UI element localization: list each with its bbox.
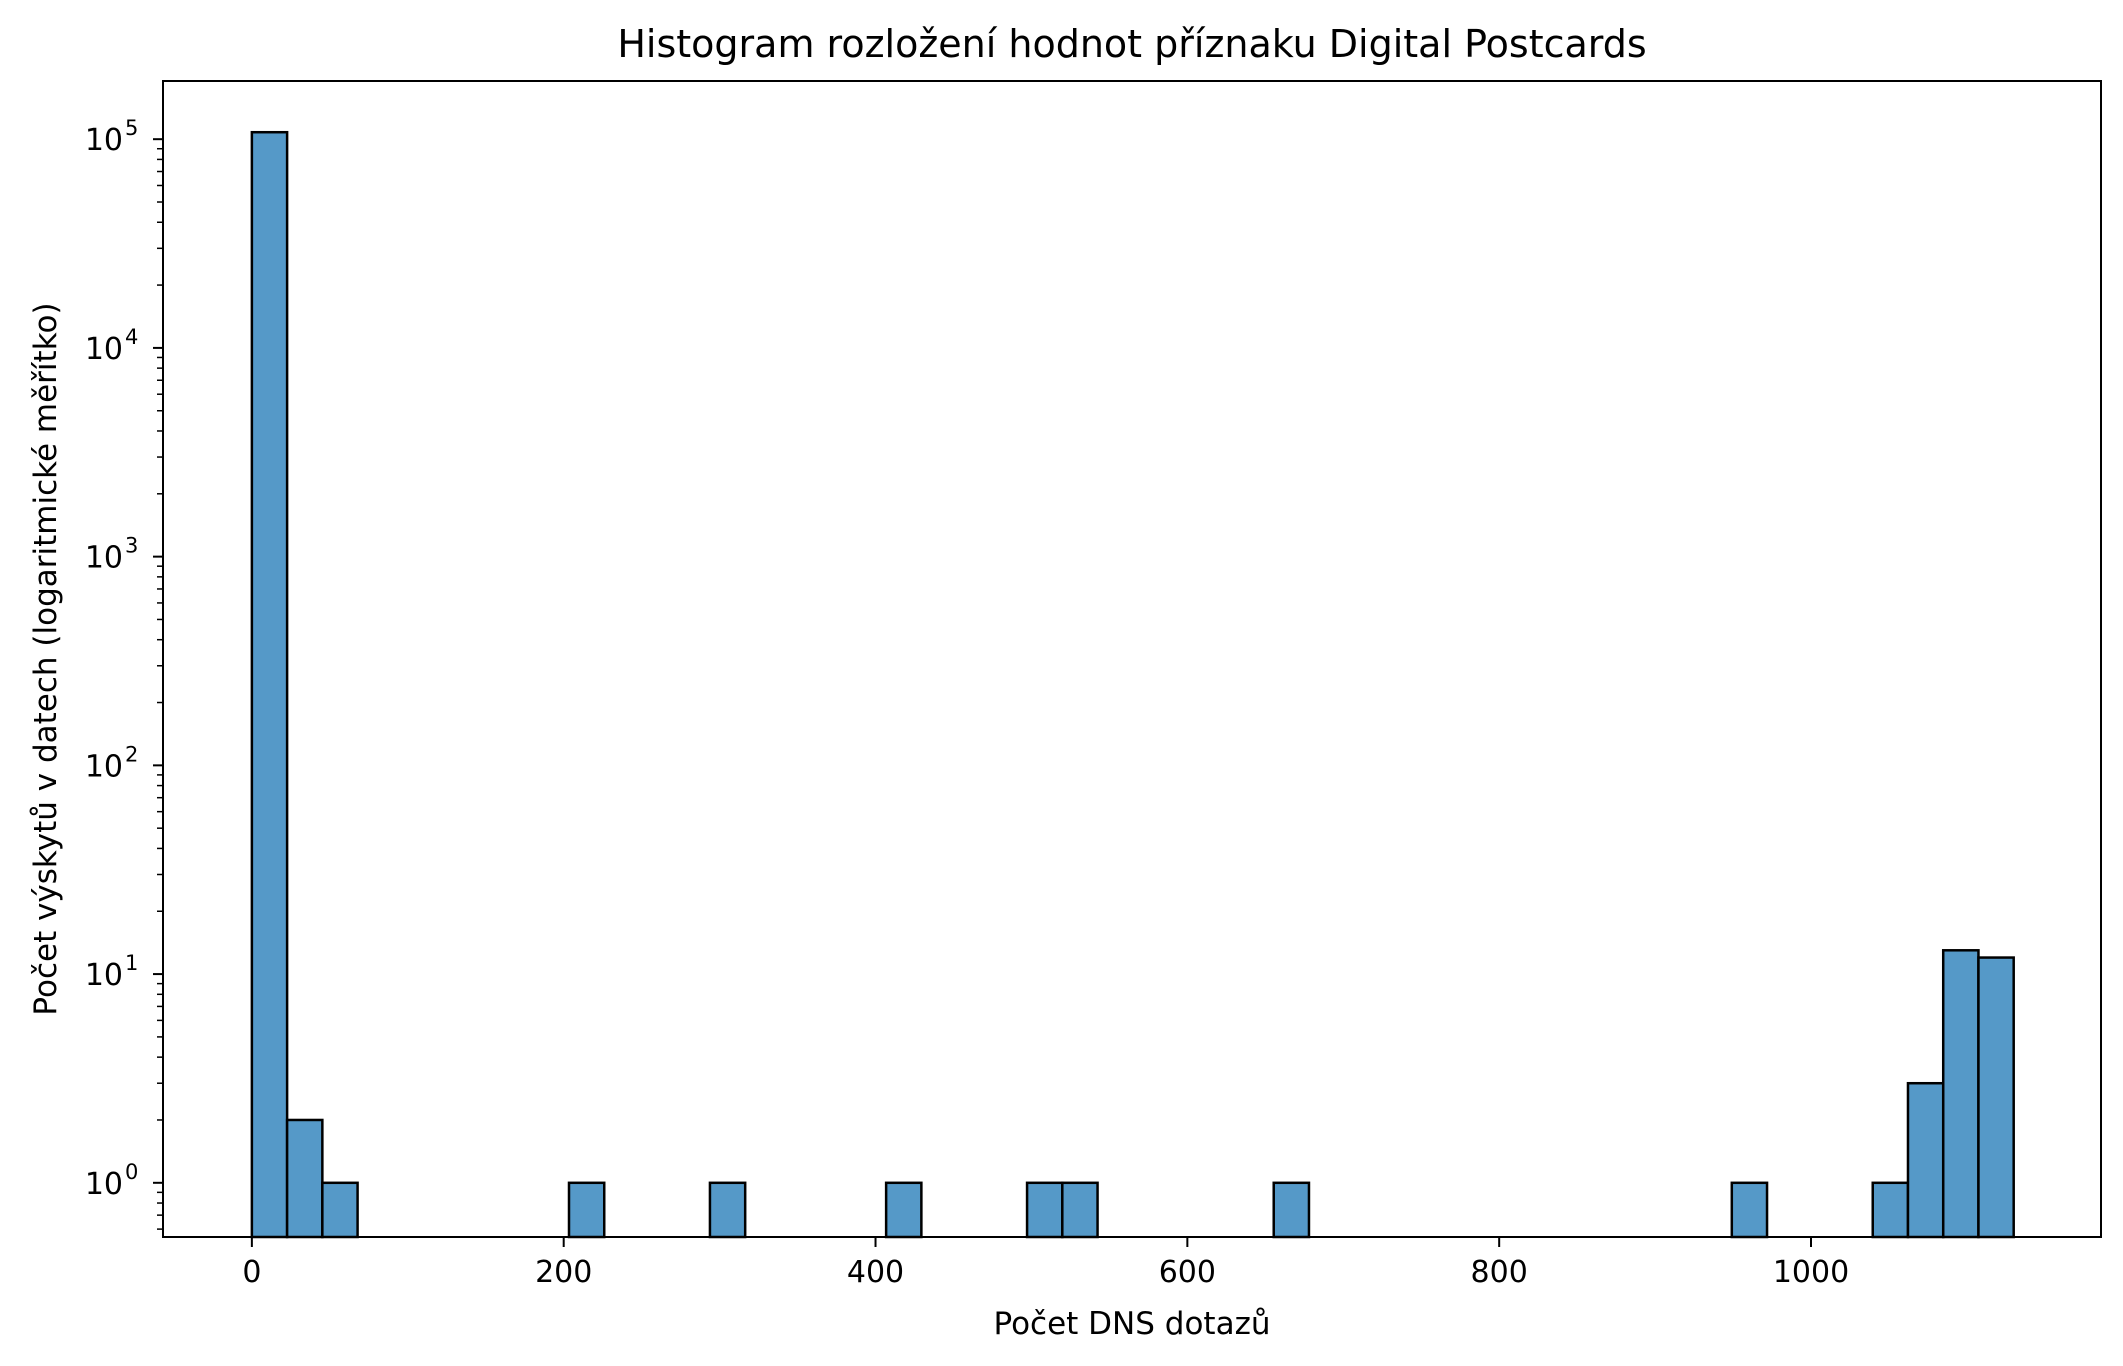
histogram-bars: [250, 130, 2015, 1239]
chart-title: Histogram rozložení hodnot příznaku Digi…: [617, 22, 1646, 66]
histogram-bar: [1941, 949, 1980, 1239]
x-tick-label: 1000: [1773, 1255, 1849, 1290]
x-tick-label: 600: [1159, 1255, 1216, 1290]
histogram-bar: [1061, 1181, 1099, 1239]
y-tick-label: 10: [85, 1167, 123, 1202]
histogram-bar: [1730, 1181, 1769, 1239]
histogram-bar: [321, 1181, 359, 1239]
x-tick-label: 400: [847, 1255, 904, 1290]
x-tick-label: 0: [242, 1255, 261, 1290]
histogram-bar: [567, 1181, 606, 1239]
y-tick-exponent: 0: [125, 1160, 138, 1184]
y-tick-exponent: 2: [125, 742, 138, 766]
y-tick-exponent: 1: [125, 951, 138, 975]
y-axis-label: Počet výskytů v datech (logaritmické měř…: [28, 302, 64, 1015]
y-tick-label: 10: [85, 749, 123, 784]
y-tick-label: 10: [85, 332, 123, 367]
y-tick-label: 10: [85, 123, 123, 158]
y-tick-exponent: 4: [125, 325, 138, 349]
histogram-bar: [708, 1181, 747, 1239]
histogram-bar: [250, 130, 289, 1239]
histogram-bar: [285, 1118, 324, 1239]
x-tick-label: 800: [1471, 1255, 1528, 1290]
histogram-bar: [884, 1181, 923, 1239]
y-tick-label: 10: [85, 958, 123, 993]
y-tick-label: 10: [85, 541, 123, 576]
plot-frame: [162, 80, 2102, 1238]
histogram-bar: [1871, 1181, 1910, 1239]
histogram-bar: [1272, 1181, 1311, 1239]
x-axis: 0 200 400 600 800 1000: [242, 1237, 1849, 1290]
histogram-bar: [1025, 1181, 1064, 1239]
y-tick-exponent: 5: [125, 116, 138, 140]
y-tick-exponent: 3: [125, 534, 138, 558]
histogram-bar: [1977, 956, 2015, 1239]
x-tick-label: 200: [535, 1255, 592, 1290]
histogram-bar: [1906, 1081, 1945, 1239]
x-axis-label: Počet DNS dotazů: [994, 1306, 1271, 1342]
